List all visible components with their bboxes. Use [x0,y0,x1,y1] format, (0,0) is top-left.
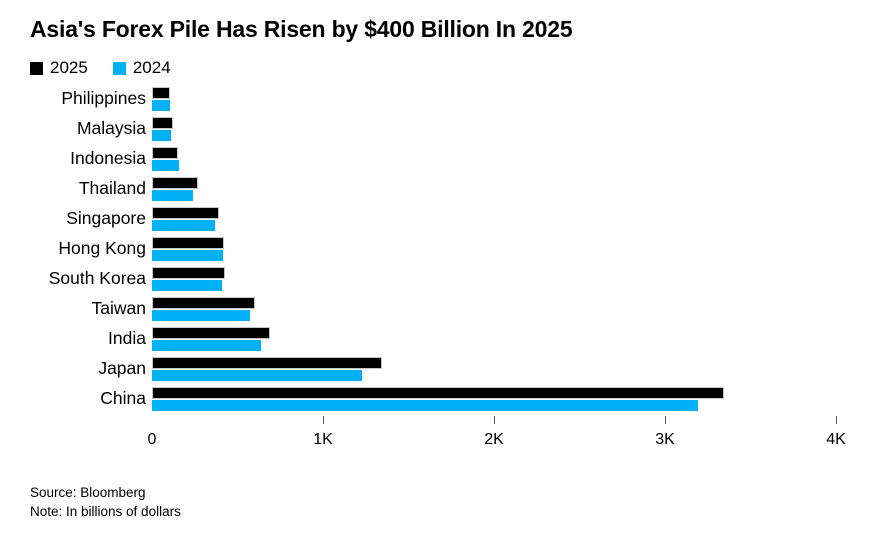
bar-2024 [152,250,224,261]
category-label: China [100,388,146,409]
chart-row: Hong Kong [0,237,836,261]
bar-group [152,387,836,411]
category-label: Thailand [78,178,146,199]
chart-row: Malaysia [0,117,836,141]
bar-2024 [152,130,172,141]
chart-row: India [0,327,836,351]
bar-2025 [152,267,225,279]
bar-2025 [152,327,270,339]
axis-tick-label: 2K [484,431,504,448]
bar-2024 [152,160,180,171]
bar-2025 [152,357,382,369]
bar-2024 [152,220,216,231]
bar-2025 [152,297,255,309]
axis-tick-mark [323,416,324,424]
bar-2024 [152,280,223,291]
category-label: Taiwan [91,298,146,319]
legend-swatch-2025 [30,61,43,75]
bar-chart-plot-area: Philippines Malaysia Indonesia Thailand Sing… [0,87,837,424]
bar-group [152,87,836,111]
axis-tick-label: 0 [147,431,157,448]
chart-row: Singapore [0,207,836,231]
source-text: Source: Bloomberg [30,485,146,500]
category-label: South Korea [48,268,146,289]
axis-tick-mark [836,416,837,424]
chart-footer: Source: Bloomberg Note: In billions of d… [30,483,181,521]
bar-group [152,147,836,171]
bar-2025 [152,87,171,99]
legend-swatch-2024 [112,61,126,75]
bar-2024 [152,100,171,111]
chart-row: Indonesia [0,147,836,171]
bar-group [152,117,836,141]
bar-group [152,267,836,291]
bar-2024 [152,370,363,381]
bar-2025 [152,117,174,129]
category-label: Indonesia [70,148,146,169]
bar-group [152,357,836,381]
legend-item-2025: 2025 [30,58,88,78]
category-label: India [108,328,146,349]
chart-legend: 2025 2024 [30,58,171,78]
bar-2024 [152,190,193,201]
chart-row: Japan [0,357,836,381]
bar-2024 [152,340,262,351]
bar-group [152,297,836,321]
chart-row: Taiwan [0,297,836,321]
legend-label-2024: 2024 [132,58,171,77]
legend-label-2025: 2025 [50,58,88,77]
category-label: Hong Kong [58,238,146,259]
legend-item-2024: 2024 [112,58,171,78]
note-text: Note: In billions of dollars [30,504,181,519]
x-axis: 0 1K 2K 3K 4K [148,431,846,451]
bar-group [152,207,836,231]
category-label: Singapore [66,208,146,229]
chart-row: South Korea [0,267,836,291]
bar-2025 [152,237,225,249]
category-label: Malaysia [76,118,146,139]
bar-group [152,237,836,261]
axis-tick-label: 1K [313,431,333,448]
bar-group [152,327,836,351]
chart-row: Philippines [0,87,836,111]
bar-2024 [152,310,251,321]
axis-tick-label: 3K [655,431,675,448]
category-label: Japan [98,358,146,379]
bar-2025 [152,387,724,399]
bar-2025 [152,147,178,159]
category-label: Philippines [61,88,146,109]
axis-tick-label: 4K [826,431,846,448]
axis-tick-mark [494,416,495,424]
bar-2024 [152,400,699,411]
bar-2025 [152,207,219,219]
chart-row: China [0,387,836,411]
axis-tick-mark [665,416,666,424]
chart-row: Thailand [0,177,836,201]
bar-group [152,177,836,201]
chart-title: Asia's Forex Pile Has Risen by $400 Bill… [30,16,573,42]
bar-2025 [152,177,199,189]
